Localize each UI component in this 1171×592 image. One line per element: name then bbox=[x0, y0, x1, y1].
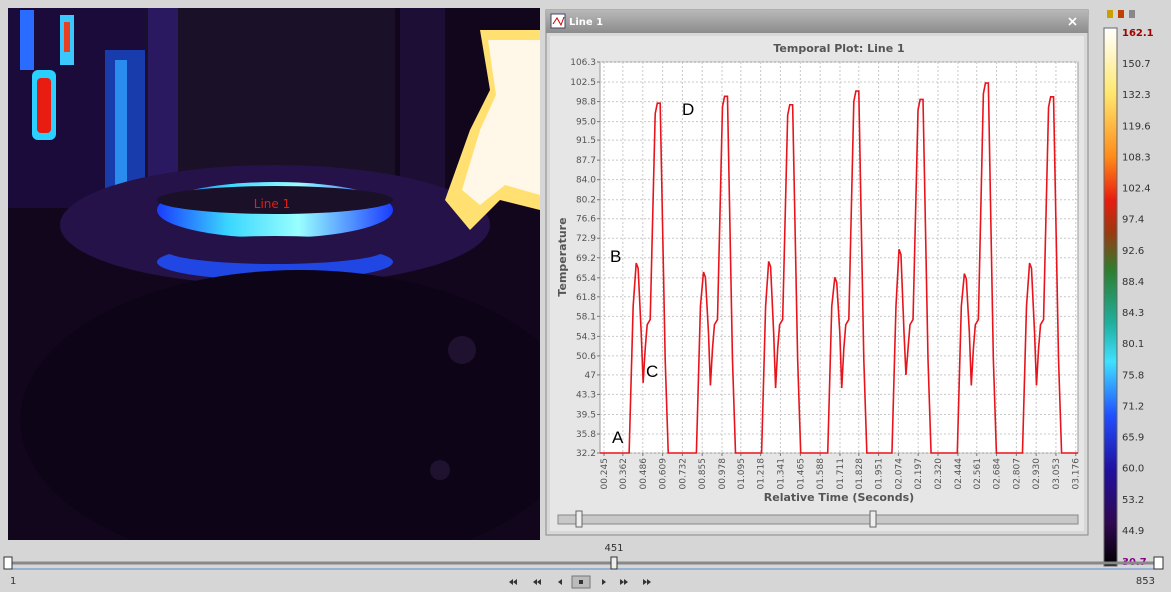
x-tick-label: 01.341 bbox=[776, 458, 786, 490]
y-tick-label: 87.7 bbox=[576, 156, 596, 166]
window-title: Line 1 bbox=[569, 17, 603, 28]
colorbar-label: 53.2 bbox=[1122, 495, 1144, 506]
y-tick-label: 95.0 bbox=[576, 118, 596, 128]
x-tick-label: 02.561 bbox=[973, 458, 983, 490]
x-tick-label: 02.684 bbox=[993, 458, 1003, 490]
y-tick-label: 50.6 bbox=[576, 352, 596, 362]
x-tick-label: 02.444 bbox=[954, 458, 964, 490]
timeline-end: 853 bbox=[1136, 576, 1155, 587]
x-tick-label: 00.732 bbox=[678, 458, 688, 490]
colorbar-label: 75.8 bbox=[1122, 370, 1144, 381]
x-tick-label: 00.855 bbox=[698, 458, 708, 490]
y-tick-label: 98.8 bbox=[576, 98, 596, 108]
timeline-current: 451 bbox=[604, 543, 623, 554]
y-tick-label: 69.2 bbox=[576, 254, 596, 264]
x-tick-label: 00.609 bbox=[659, 458, 669, 490]
y-tick-label: 39.5 bbox=[576, 410, 596, 420]
x-tick-label: 01.095 bbox=[737, 458, 747, 490]
chart-title: Temporal Plot: Line 1 bbox=[773, 42, 904, 55]
colorbar-icons bbox=[1107, 10, 1135, 18]
y-tick-label: 80.2 bbox=[576, 196, 596, 206]
colorbar-label: 102.4 bbox=[1122, 184, 1151, 195]
page: Temporal Plot html, body { margin: 0; pa… bbox=[0, 0, 1171, 592]
plot-area bbox=[600, 62, 1078, 453]
timeline-end-handle[interactable] bbox=[1154, 557, 1163, 569]
colorbar-label: 162.1 bbox=[1122, 28, 1154, 39]
x-tick-label: 00.362 bbox=[619, 458, 629, 490]
colorbar-label: 60.0 bbox=[1122, 464, 1144, 475]
thermal-image: Line 1 bbox=[8, 8, 580, 570]
x-tick-label: 02.807 bbox=[1012, 458, 1022, 490]
colorbar-label: 80.1 bbox=[1122, 339, 1144, 350]
colorbar-label: 65.9 bbox=[1122, 433, 1144, 444]
colorbar-label: 132.3 bbox=[1122, 90, 1151, 101]
timeline-thumb[interactable] bbox=[611, 557, 617, 569]
x-tick-label: 02.320 bbox=[934, 458, 944, 490]
x-tick-label: 01.828 bbox=[855, 458, 865, 490]
colorbar-label: 44.9 bbox=[1122, 526, 1144, 537]
x-tick-label: 01.218 bbox=[757, 458, 767, 490]
x-tick-label: 00.486 bbox=[639, 458, 649, 490]
y-tick-label: 35.8 bbox=[576, 430, 596, 440]
x-tick-label: 02.197 bbox=[914, 458, 924, 490]
y-tick-label: 65.4 bbox=[576, 274, 596, 284]
colorbar-label: 92.6 bbox=[1122, 246, 1144, 257]
image-line-label: Line 1 bbox=[254, 197, 290, 211]
app: Line 1 Line 1 Temporal Plot: Line 1 Rela… bbox=[0, 0, 1171, 592]
y-tick-label: 102.5 bbox=[570, 78, 596, 88]
timeline-start: 1 bbox=[10, 576, 16, 587]
colorbar bbox=[1104, 28, 1117, 566]
colorbar-label: 97.4 bbox=[1122, 215, 1144, 226]
y-tick-label: 91.5 bbox=[576, 136, 596, 146]
range-thumb-left[interactable] bbox=[576, 511, 582, 527]
x-tick-label: 00.245 bbox=[600, 458, 610, 490]
x-axis-label: Relative Time (Seconds) bbox=[764, 491, 914, 504]
x-tick-label: 01.588 bbox=[816, 458, 826, 490]
annotation: C bbox=[646, 362, 658, 381]
annotation: D bbox=[682, 100, 694, 119]
range-slider[interactable] bbox=[558, 515, 1078, 524]
colorbar-label: 150.7 bbox=[1122, 59, 1151, 70]
range-thumb-right[interactable] bbox=[870, 511, 876, 527]
x-tick-label: 00.978 bbox=[718, 458, 728, 490]
x-tick-label: 02.930 bbox=[1032, 458, 1042, 490]
x-tick-label: 01.711 bbox=[836, 458, 846, 490]
y-tick-label: 47 bbox=[585, 371, 596, 381]
x-tick-label: 01.951 bbox=[875, 458, 885, 490]
window-titlebar bbox=[546, 10, 1088, 33]
colorbar-label: 119.6 bbox=[1122, 121, 1151, 132]
annotation: A bbox=[612, 428, 624, 447]
colorbar-label: 71.2 bbox=[1122, 401, 1144, 412]
x-tick-label: 03.176 bbox=[1072, 458, 1082, 490]
y-tick-label: 84.0 bbox=[576, 176, 596, 186]
x-tick-label: 02.074 bbox=[894, 458, 904, 490]
y-tick-label: 54.3 bbox=[576, 332, 596, 342]
colorbar-label: 108.3 bbox=[1122, 152, 1151, 163]
colorbar-label: 84.3 bbox=[1122, 308, 1144, 319]
y-tick-label: 106.3 bbox=[570, 58, 596, 68]
timeline-start-handle[interactable] bbox=[4, 557, 12, 569]
y-tick-label: 72.9 bbox=[576, 234, 596, 244]
x-tick-label: 03.053 bbox=[1052, 458, 1062, 490]
x-tick-label: 01.465 bbox=[796, 458, 806, 490]
y-axis-label: Temperature bbox=[556, 217, 569, 296]
colorbar-labels: 162.1 150.7 132.3 119.6 108.3 102.4 97.4 92.6 88… bbox=[1122, 28, 1154, 568]
y-tick-label: 32.2 bbox=[576, 449, 596, 459]
annotation: B bbox=[610, 247, 621, 266]
y-tick-label: 61.8 bbox=[576, 293, 596, 303]
y-tick-label: 58.1 bbox=[576, 312, 596, 322]
colorbar-label: 88.4 bbox=[1122, 277, 1144, 288]
y-tick-label: 76.6 bbox=[576, 215, 596, 225]
y-tick-label: 43.3 bbox=[576, 390, 596, 400]
playback-controls[interactable] bbox=[509, 576, 651, 588]
body: {"window": {"title": "Line 1"}, "image":… bbox=[0, 0, 1171, 592]
